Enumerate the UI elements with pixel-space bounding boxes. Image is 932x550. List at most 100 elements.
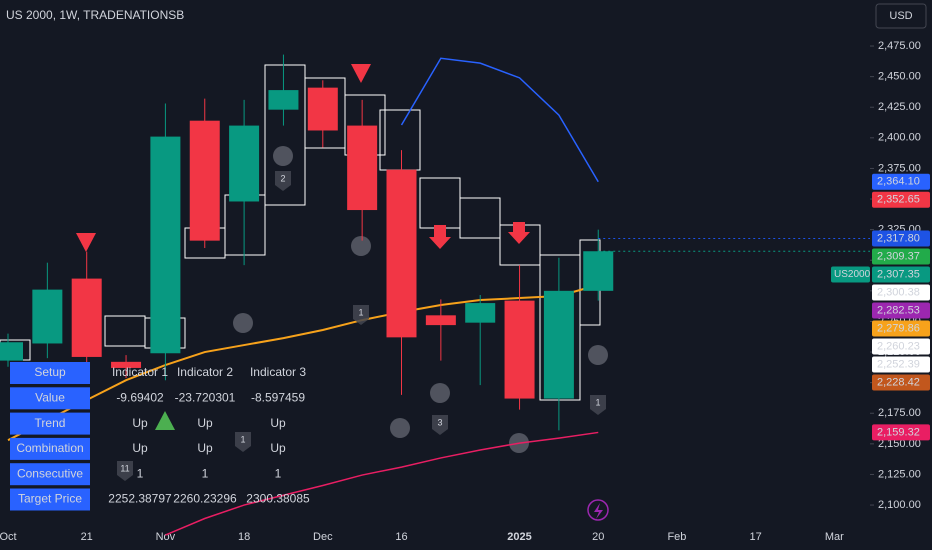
price-tag-label: 2,279.86 <box>877 322 920 334</box>
table-row-button[interactable] <box>10 412 90 435</box>
candle-body <box>386 169 417 338</box>
symbol-tag <box>831 266 870 283</box>
currency-label: USD <box>889 10 912 22</box>
candle-body <box>425 315 456 326</box>
chart-title: US 2000, 1W, TRADENATIONSB <box>6 8 184 22</box>
table-row-label: Target Price <box>18 492 82 506</box>
price-tag <box>872 284 930 301</box>
count-tag <box>117 461 133 481</box>
price-tag <box>872 230 930 247</box>
table-row-label: Trend <box>35 416 66 430</box>
symbol-tag-label: US2000 <box>834 269 871 280</box>
table-cell: 2252.38797 <box>108 492 172 506</box>
table-cell: Up <box>197 441 213 455</box>
price-tag <box>872 248 930 265</box>
candle-body <box>32 289 63 344</box>
price-tag-label: 2,159.32 <box>877 426 920 438</box>
count-tag-label: 3 <box>437 417 442 427</box>
price-tag <box>872 338 930 355</box>
x-tick-label: 21 <box>81 531 93 543</box>
x-tick-label: 20 <box>592 531 604 543</box>
count-tag <box>353 305 369 325</box>
table-cell: Indicator 2 <box>177 365 233 379</box>
candle-body <box>0 342 23 361</box>
candle-body <box>150 136 181 354</box>
currency-button[interactable] <box>875 3 927 29</box>
count-tag-label: 2 <box>280 173 285 183</box>
price-tag <box>872 266 930 283</box>
y-tick-label: 2,100.00 <box>878 499 921 511</box>
table-cell: -9.69402 <box>116 390 164 404</box>
count-tag-label: 1 <box>358 307 363 317</box>
x-tick-label: Dec <box>313 531 333 543</box>
table-row-label: Value <box>35 390 65 404</box>
x-tick-label: 16 <box>395 531 407 543</box>
table-cell: Up <box>270 416 286 430</box>
x-tick-label: 17 <box>750 531 762 543</box>
y-tick-label: 2,425.00 <box>878 101 921 113</box>
table-cell: -23.720301 <box>175 390 236 404</box>
price-tag-label: 2,307.35 <box>877 268 920 280</box>
x-tick-label: Feb <box>667 531 686 543</box>
x-tick-label: 18 <box>238 531 250 543</box>
table-cell: -8.597459 <box>251 390 305 404</box>
price-tag <box>872 173 930 190</box>
price-tag-label: 2,260.23 <box>877 340 920 352</box>
table-cell: Up <box>132 416 148 430</box>
candle-body <box>307 87 338 131</box>
table-row-button[interactable] <box>10 463 90 486</box>
price-tag-label: 2,252.39 <box>877 358 920 370</box>
table-row-button[interactable] <box>10 437 90 460</box>
table-row-label: Combination <box>16 441 83 455</box>
count-tag-label: 1 <box>595 397 600 407</box>
price-tag-label: 2,282.53 <box>877 304 920 316</box>
table-row-label: Consecutive <box>17 466 83 480</box>
indicator-line <box>165 431 599 536</box>
table-row-button[interactable] <box>10 362 90 384</box>
count-tag <box>432 415 448 435</box>
price-tag-label: 2,309.37 <box>877 250 920 262</box>
table-row-button[interactable] <box>10 387 90 410</box>
table-cell: 1 <box>137 466 144 480</box>
x-tick-label: Oct <box>0 531 17 543</box>
price-tag <box>872 191 930 208</box>
count-tag <box>275 171 291 191</box>
x-tick-label: Mar <box>825 531 844 543</box>
table-cell: Up <box>270 441 286 455</box>
price-tag-label: 2,352.65 <box>877 194 920 206</box>
table-cell: Up <box>197 416 213 430</box>
table-cell: 2260.23296 <box>173 492 237 506</box>
signal-shapes <box>76 64 609 521</box>
candle-body <box>543 290 574 399</box>
price-tag-label: 2,300.38 <box>877 286 920 298</box>
candle-body <box>111 361 142 368</box>
price-tag-label: 2,228.42 <box>877 376 920 388</box>
candle-body <box>71 278 102 357</box>
y-tick-label: 2,150.00 <box>878 438 921 450</box>
table-row-label: Setup <box>34 365 66 379</box>
price-tag-label: 2,364.10 <box>877 176 920 188</box>
candle-body <box>347 125 378 211</box>
y-tick-label: 2,375.00 <box>878 162 921 174</box>
y-tick-label: 2,450.00 <box>878 71 921 83</box>
count-tag <box>235 432 251 452</box>
table-cell: Indicator 3 <box>250 365 306 379</box>
candle-body <box>583 251 614 291</box>
candle-body <box>229 125 260 202</box>
price-tag <box>872 374 930 391</box>
candle-body <box>268 90 299 110</box>
y-tick-label: 2,400.00 <box>878 132 921 144</box>
indicator-line <box>7 283 599 442</box>
price-tag <box>872 320 930 337</box>
count-tag-label: 1 <box>240 434 245 444</box>
table-cell: 2300.38085 <box>246 492 310 506</box>
count-tag <box>590 395 606 415</box>
table-row-button[interactable] <box>10 488 90 511</box>
y-tick-label: 2,175.00 <box>878 407 921 419</box>
y-tick-label: 2,475.00 <box>878 40 921 52</box>
candle-body <box>189 120 220 241</box>
candle-body <box>465 303 496 323</box>
table-cell: Up <box>132 441 148 455</box>
candle-body <box>504 300 535 399</box>
